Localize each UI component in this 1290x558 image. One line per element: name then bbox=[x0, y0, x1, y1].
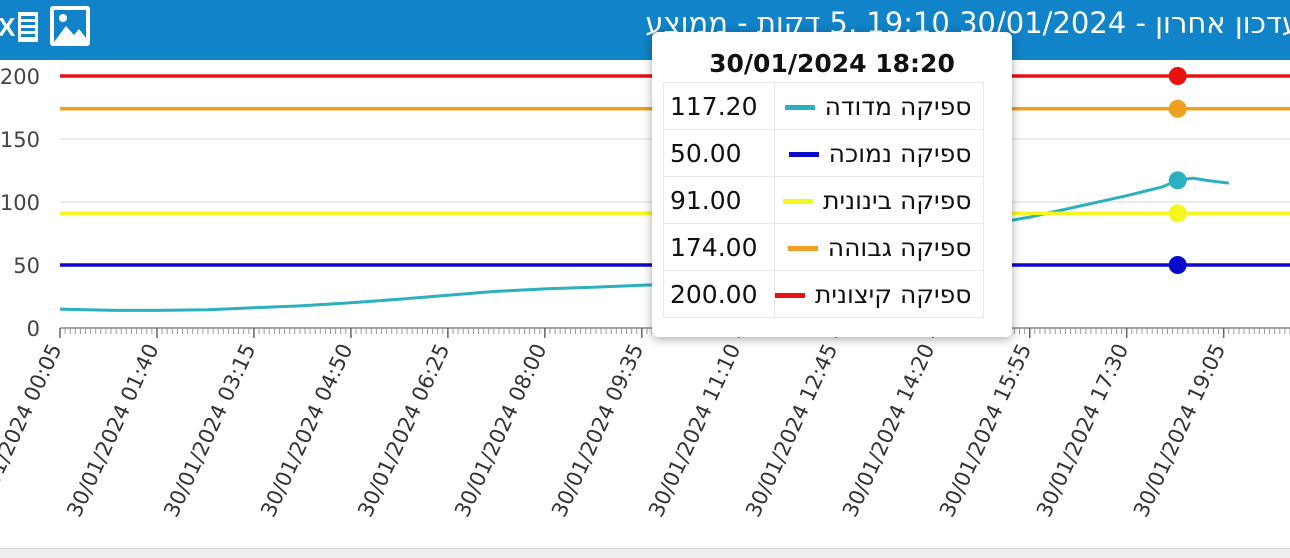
tooltip-row: 91.00 ספיקה בינונית bbox=[663, 176, 985, 224]
hover-markers bbox=[1168, 67, 1187, 274]
page-title: עדכון אחרון - 30/01/2024 19:10 ,5 דקות -… bbox=[645, 6, 1290, 40]
tooltip-table: 117.20 ספיקה מדודה 50.00 ספיקה נמוכה 91.… bbox=[663, 82, 985, 318]
hover-marker bbox=[1168, 204, 1187, 223]
x-tick-label: 30/01/2024 11:10 bbox=[644, 340, 745, 521]
tooltip: 30/01/2024 18:20 117.20 ספיקה מדודה 50.0… bbox=[652, 32, 1012, 337]
x-tick-label: 30/01/2024 01:40 bbox=[62, 340, 163, 521]
measured-flow-line bbox=[59, 176, 1229, 312]
legend-swatch bbox=[784, 105, 815, 110]
tooltip-series-cell: ספיקה נמוכה bbox=[773, 129, 985, 177]
x-tick-label: 30/01/2024 00:05 bbox=[0, 340, 67, 521]
tooltip-series-name: ספיקה גבוהה bbox=[827, 232, 972, 262]
x-tick-label: 30/01/2024 06:25 bbox=[353, 340, 454, 521]
tooltip-value: 50.00 bbox=[663, 129, 775, 177]
tooltip-series-cell: ספיקה בינונית bbox=[773, 176, 985, 224]
y-tick-label: 200 bbox=[0, 65, 40, 89]
header-bar: עדכון אחרון - 30/01/2024 19:10 ,5 דקות -… bbox=[0, 0, 1290, 60]
y-tick-label: 150 bbox=[0, 128, 40, 152]
tooltip-row: 50.00 ספיקה נמוכה bbox=[663, 129, 985, 177]
legend-swatch bbox=[783, 199, 814, 204]
svg-text:X: X bbox=[0, 12, 16, 42]
tooltip-value: 200.00 bbox=[663, 270, 775, 318]
tooltip-value: 174.00 bbox=[663, 223, 775, 271]
x-tick-label: 30/01/2024 08:00 bbox=[450, 340, 551, 521]
tooltip-title: 30/01/2024 18:20 bbox=[709, 49, 955, 78]
x-tick-label: 30/01/2024 15:55 bbox=[935, 340, 1036, 521]
tooltip-row: 174.00 ספיקה גבוהה bbox=[663, 223, 985, 271]
hover-marker bbox=[1168, 99, 1187, 118]
tooltip-series-cell: ספיקה קיצונית bbox=[773, 270, 985, 318]
tooltip-series-name: ספיקה קיצונית bbox=[815, 279, 972, 309]
x-tick-label: 30/01/2024 03:15 bbox=[159, 340, 260, 521]
tooltip-series-cell: ספיקה מדודה bbox=[773, 82, 985, 130]
x-tick-label: 30/01/2024 04:50 bbox=[256, 340, 357, 521]
legend-swatch bbox=[788, 152, 819, 157]
tooltip-series-name: ספיקה בינונית bbox=[823, 185, 972, 215]
tooltip-series-name: ספיקה מדודה bbox=[824, 91, 972, 121]
hover-marker bbox=[1168, 67, 1187, 85]
y-tick-label: 0 bbox=[27, 317, 40, 341]
legend-swatch bbox=[787, 246, 818, 251]
hover-marker bbox=[1168, 256, 1187, 274]
hover-marker bbox=[1168, 171, 1187, 190]
tooltip-row: 200.00 ספיקה קיצונית bbox=[663, 270, 985, 318]
y-tick-label: 50 bbox=[13, 254, 40, 278]
image-export-icon[interactable] bbox=[48, 4, 92, 48]
tooltip-series-name: ספיקה נמוכה bbox=[828, 138, 972, 168]
tooltip-row: 117.20 ספיקה מדודה bbox=[663, 82, 985, 130]
excel-export-icon[interactable]: X bbox=[0, 4, 40, 48]
x-tick-label: 30/01/2024 09:35 bbox=[547, 340, 648, 521]
tooltip-value: 117.20 bbox=[663, 82, 775, 130]
y-tick-label: 100 bbox=[0, 191, 40, 215]
legend-swatch bbox=[775, 293, 805, 298]
bottom-divider bbox=[0, 548, 1290, 558]
x-tick-label: 30/01/2024 19:05 bbox=[1129, 340, 1230, 521]
tooltip-series-cell: ספיקה גבוהה bbox=[773, 223, 985, 271]
tooltip-value: 91.00 bbox=[663, 176, 775, 224]
x-tick-label: 30/01/2024 14:20 bbox=[838, 340, 939, 521]
y-axis: 0 50 100 150 200 bbox=[0, 65, 40, 341]
x-tick-label: 30/01/2024 12:45 bbox=[741, 340, 842, 521]
x-tick-label: 30/01/2024 17:30 bbox=[1032, 340, 1133, 521]
